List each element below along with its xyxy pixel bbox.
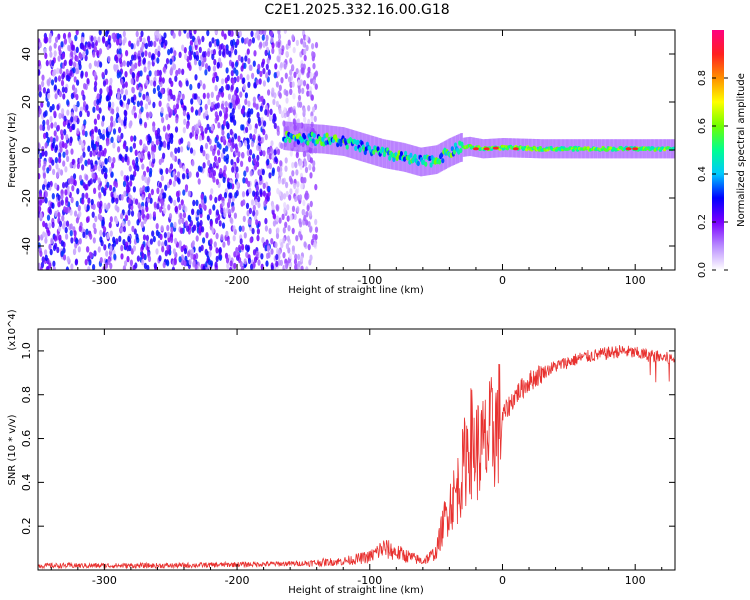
colorbar-tick-label: 0.0 (697, 262, 708, 278)
snr-frame (37, 328, 676, 571)
colorbar-tick-label: 0.8 (697, 70, 708, 86)
x-tick-label: 0 (499, 574, 506, 587)
y-tick-label: 20 (20, 95, 33, 109)
colorbar-label: Normalized spectral amplitude (736, 73, 747, 227)
snr-x-label: Height of straight line (km) (288, 585, 424, 596)
x-tick-label: -300 (92, 274, 117, 287)
y-tick-label: -40 (20, 237, 33, 255)
noise-region (38, 30, 319, 270)
snr-series-line (38, 345, 675, 570)
snr-y-label: SNR (10 * v/v) (7, 414, 18, 485)
chart-title: C2E1.2025.332.16.00.G18 (264, 2, 450, 18)
y-tick-label: 1.0 (20, 342, 33, 360)
x-tick-label: 100 (625, 574, 646, 587)
y-tick-label: -20 (20, 189, 33, 207)
snr-background (38, 329, 675, 570)
signal-trace (281, 121, 675, 177)
x-tick-label: 0 (499, 274, 506, 287)
y-tick-label: 0.8 (20, 386, 33, 404)
snr-y-multiplier: (x10^4) (7, 309, 18, 350)
spectrogram-y-label: Frequency (Hz) (7, 112, 18, 188)
spectrogram-x-label: Height of straight line (km) (288, 285, 424, 296)
y-tick-label: 40 (20, 47, 33, 61)
colorbar-tick-label: 0.6 (697, 118, 708, 134)
colorbar-tick-label: 0.2 (697, 214, 708, 230)
snr-panel: -300 -200 -100 0 100 0.2 0.4 0.6 0.8 1.0 Height o… (7, 309, 676, 596)
colorbar-tick-label: 0.4 (697, 166, 708, 182)
y-tick-label: 0.2 (20, 517, 33, 535)
y-tick-label: 0.6 (20, 430, 33, 448)
x-tick-label: 100 (625, 274, 646, 287)
colorbar (712, 30, 724, 270)
y-tick-label: 0.4 (20, 474, 33, 492)
y-tick-label: 0 (20, 147, 33, 154)
x-tick-label: -300 (92, 574, 117, 587)
x-tick-label: -200 (225, 574, 250, 587)
x-tick-label: -100 (357, 574, 382, 587)
x-tick-label: -100 (357, 274, 382, 287)
x-tick-label: -200 (225, 274, 250, 287)
